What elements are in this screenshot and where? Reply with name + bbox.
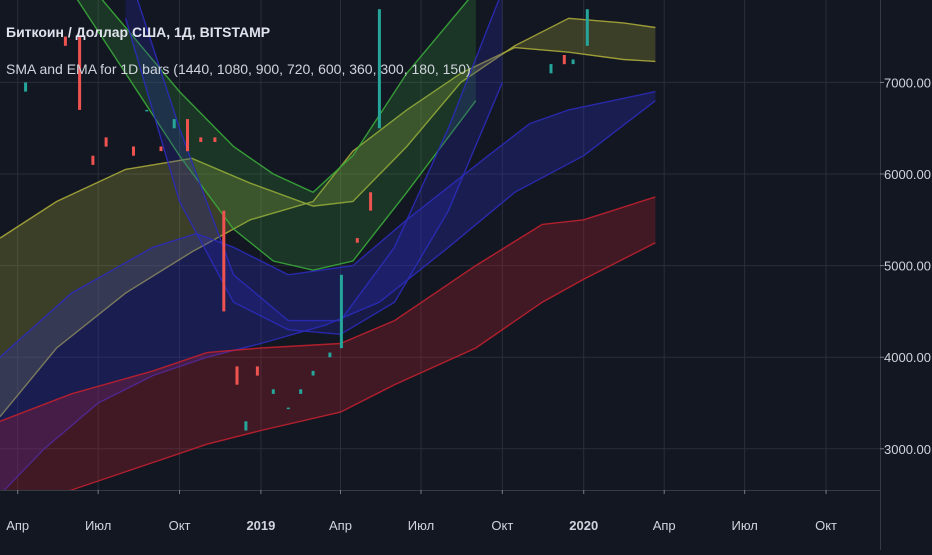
band-lower-line-1: [0, 46, 656, 418]
indicator-legend[interactable]: SMA and EMA for 1D bars (1440, 1080, 900…: [6, 61, 471, 77]
time-axis-label: Апр: [653, 518, 676, 533]
time-axis-label: 2019: [246, 518, 275, 533]
time-axis-background: [0, 490, 880, 550]
time-axis[interactable]: Апр Июл Окт 2019 Апр Июл Окт 2020 Апр Июл Окт: [6, 490, 837, 533]
candle: [571, 59, 575, 65]
candle: [213, 137, 217, 142]
price-axis-label: 7000.00: [884, 75, 931, 90]
candle: [159, 146, 163, 152]
band-fill-2: [77, 0, 476, 271]
price-axis-label: 5000.00: [884, 259, 931, 274]
band-lower-line-3: [0, 100, 656, 496]
candle: [562, 55, 566, 65]
candle: [222, 210, 226, 312]
time-axis-label: Окт: [815, 518, 837, 533]
band-upper-line-1: [0, 17, 656, 239]
time-axis-label: 2020: [569, 518, 598, 533]
candle: [355, 238, 359, 243]
candles: [24, 9, 589, 431]
candle: [104, 137, 108, 147]
candle: [549, 64, 553, 74]
band-upper-line-4: [136, 0, 500, 322]
band-lower-line-5: [0, 242, 656, 514]
time-axis-label: Апр: [329, 518, 352, 533]
band-upper-line-3: [0, 90, 656, 358]
candle: [199, 137, 203, 142]
candle: [377, 9, 381, 129]
time-axis-label: Июл: [408, 518, 434, 533]
candle: [24, 82, 28, 92]
time-axis-label: Июл: [85, 518, 111, 533]
candle: [63, 36, 67, 46]
candle: [369, 192, 373, 211]
grid: [0, 0, 880, 490]
price-axis-label: 4000.00: [884, 350, 931, 365]
candle: [299, 389, 303, 394]
time-axis-label: Окт: [169, 518, 191, 533]
candle: [78, 36, 82, 110]
candle: [311, 370, 315, 376]
candle: [186, 119, 189, 152]
price-axis-background: [880, 0, 932, 550]
band-fill-4: [125, 0, 503, 335]
candle: [235, 366, 239, 385]
time-axis-label: Июл: [731, 518, 757, 533]
time-axis-label: Апр: [6, 518, 29, 533]
candle: [328, 352, 332, 358]
candle: [244, 421, 248, 431]
candle: [271, 389, 275, 394]
price-axis[interactable]: 3000.00 4000.00 5000.00 6000.00 7000.00: [880, 75, 931, 457]
band-lower-line-2: [76, 0, 477, 271]
candle: [172, 119, 176, 129]
candle: [132, 146, 135, 156]
band-lower-line-4: [124, 18, 504, 336]
candle: [145, 109, 149, 112]
time-axis-label: Окт: [491, 518, 513, 533]
band-fill-3: [0, 91, 656, 495]
price-axis-label: 6000.00: [884, 167, 931, 182]
moving-average-bands: [0, 0, 656, 514]
candle: [339, 274, 343, 349]
symbol-title[interactable]: Биткоин / Доллар США, 1Д, BITSTAMP: [6, 24, 271, 40]
candle: [91, 155, 95, 165]
candle: [286, 407, 290, 410]
candle: [255, 366, 259, 376]
band-fill-5: [0, 196, 656, 513]
band-fill-1: [0, 18, 656, 417]
candle: [585, 9, 589, 46]
band-upper-line-2: [101, 0, 470, 194]
price-axis-label: 3000.00: [884, 442, 931, 457]
